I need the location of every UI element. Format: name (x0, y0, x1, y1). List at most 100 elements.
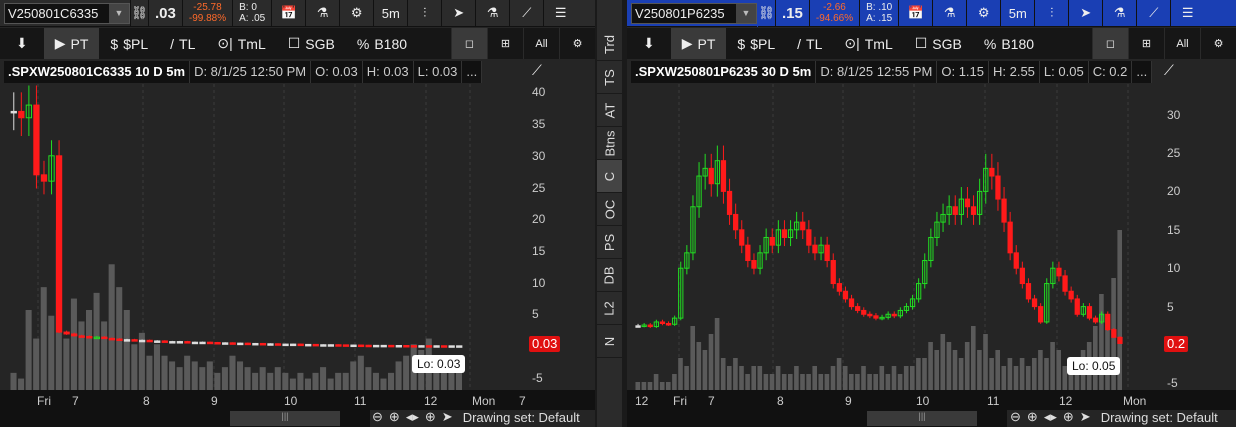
tool-sgb-button[interactable]: ☐ SGB (277, 28, 346, 59)
sidebar-tab-btns[interactable]: Btns (597, 127, 622, 160)
sidebar-tab-ts[interactable]: TS (597, 61, 622, 94)
header-tool-icon[interactable]: ⫶ (1034, 0, 1068, 27)
volume-bar (1074, 366, 1080, 390)
header-tool-icon[interactable]: ➤ (441, 0, 475, 27)
pan-icon[interactable]: ◂▸ (1043, 409, 1057, 424)
left-symbol-selector[interactable]: V250801C6335 ▼ (4, 2, 130, 24)
candle (123, 339, 131, 342)
zoom-in-icon[interactable]: ⊕ (1026, 409, 1038, 424)
candle (1038, 306, 1044, 323)
sidebar-tab-oc[interactable]: OC (597, 193, 622, 226)
bar-date: D: 8/1/25 12:55 PM (816, 61, 938, 83)
volume-bar (282, 372, 289, 390)
candle (1031, 298, 1038, 308)
tool-pt-button[interactable]: ▶ PT (43, 28, 100, 59)
tool-tml-button[interactable]: ⊙| TmL (833, 28, 903, 59)
header-tool-icon[interactable]: ⚙ (966, 0, 1000, 27)
tool-sgb-button[interactable]: ☐ SGB (904, 28, 973, 59)
drawing-set-label[interactable]: Drawing set: Default (462, 409, 580, 425)
scroll-thumb[interactable]: ||| (230, 411, 340, 426)
chevron-down-icon[interactable]: ▼ (736, 3, 756, 23)
pin-icon[interactable]: ⬇ (643, 35, 655, 51)
sidebar-tab-c[interactable]: C (597, 160, 622, 193)
right-symbol-selector[interactable]: V250801P6235 ▼ (631, 2, 757, 24)
header-tool-icon[interactable]: ⟋ (509, 0, 543, 27)
layout-button[interactable]: ◻ (451, 28, 487, 59)
cursor-icon[interactable]: ➤ (441, 409, 453, 424)
volume-bar (842, 366, 848, 390)
tool-pl-button[interactable]: $ $PL (726, 28, 786, 59)
link-icon[interactable]: ⛓ (130, 0, 148, 27)
candle (812, 244, 818, 254)
candle (237, 342, 244, 346)
scroll-thumb[interactable]: ||| (867, 411, 977, 426)
left-scrollbar[interactable]: ||| (0, 410, 370, 427)
sidebar-tab-at[interactable]: AT (597, 94, 622, 127)
header-tool-icon[interactable]: ☰ (543, 0, 577, 27)
sidebar-tab-n[interactable]: N (597, 325, 622, 358)
x-tick-label: 7 (519, 394, 526, 408)
right-price-chart[interactable] (633, 84, 1159, 390)
layout-button[interactable]: ⚙ (559, 28, 595, 59)
header-tool-icon[interactable]: 📅 (898, 0, 932, 27)
layout-button[interactable]: ⊞ (487, 28, 523, 59)
tool-tml-button[interactable]: ⊙| TmL (206, 28, 276, 59)
header-tool-icon[interactable]: ⚗ (1102, 0, 1136, 27)
tool-pt-button[interactable]: ▶ PT (670, 28, 727, 59)
tool-tl-button[interactable]: / TL (786, 28, 833, 59)
layout-button[interactable]: ◻ (1092, 28, 1128, 59)
layout-button[interactable]: ⊞ (1128, 28, 1164, 59)
header-tool-icon[interactable]: ☰ (1170, 0, 1204, 27)
candle (1050, 267, 1056, 285)
tool-pl-button[interactable]: $ $PL (99, 28, 159, 59)
left-price-chart[interactable] (8, 84, 528, 390)
drawing-set-label[interactable]: Drawing set: Default (1100, 409, 1218, 425)
header-tool-icon[interactable]: 5m (373, 0, 407, 27)
zoom-in-icon[interactable]: ⊕ (388, 409, 400, 424)
candle (199, 341, 206, 345)
pan-icon[interactable]: ◂▸ (405, 409, 419, 424)
layout-button[interactable]: All (523, 28, 559, 59)
link-icon[interactable]: ⛓ (757, 0, 775, 27)
candle (289, 343, 297, 347)
style-icon[interactable]: ⟋ (1164, 62, 1174, 78)
header-tool-icon[interactable]: 5m (1000, 0, 1034, 27)
candle (267, 343, 274, 346)
candle (71, 333, 78, 337)
sidebar-tab-trd[interactable]: Trd (597, 28, 622, 61)
tool-label: TL (179, 35, 196, 52)
candle (410, 345, 418, 348)
header-tool-icon[interactable]: ⚙ (339, 0, 373, 27)
header-tool-icon[interactable]: ➤ (1068, 0, 1102, 27)
sidebar-tab-db[interactable]: DB (597, 259, 622, 292)
tool-b180-button[interactable]: % B180 (346, 28, 418, 59)
header-tool-icon[interactable]: ⫶ (407, 0, 441, 27)
tool-tl-button[interactable]: / TL (159, 28, 206, 59)
volume-bar (86, 310, 93, 390)
header-tool-icon[interactable]: ⟋ (1136, 0, 1170, 27)
sidebar-tab-l2[interactable]: L2 (597, 292, 622, 325)
layout-button[interactable]: All (1164, 28, 1200, 59)
header-tool-icon[interactable]: ⚗ (475, 0, 509, 27)
cursor-icon[interactable]: ➤ (1079, 409, 1091, 424)
right-scrollbar[interactable]: ||| (627, 410, 1007, 427)
volume-bar (48, 315, 55, 390)
tool-b180-button[interactable]: % B180 (973, 28, 1045, 59)
layout-button[interactable]: ⚙ (1200, 28, 1236, 59)
candle (922, 260, 928, 285)
zoom-out-icon[interactable]: ⊖ (372, 409, 383, 424)
candle (897, 309, 903, 317)
style-icon[interactable]: ⟋ (532, 62, 542, 78)
chevron-down-icon[interactable]: ▼ (109, 3, 129, 23)
y-tick-label: 40 (532, 85, 546, 100)
header-tool-icon[interactable]: 📅 (271, 0, 305, 27)
pin-icon[interactable]: ⬇ (16, 35, 28, 51)
header-tool-icon[interactable]: ⚗ (932, 0, 966, 27)
header-tool-icon[interactable]: ⚗ (305, 0, 339, 27)
sidebar-tab-ps[interactable]: PS (597, 226, 622, 259)
bar-high: H: 2.55 (989, 61, 1040, 83)
crosshair-icon[interactable]: ⊕ (1062, 409, 1074, 424)
crosshair-icon[interactable]: ⊕ (424, 409, 436, 424)
zoom-out-icon[interactable]: ⊖ (1010, 409, 1021, 424)
candle (1044, 283, 1050, 323)
